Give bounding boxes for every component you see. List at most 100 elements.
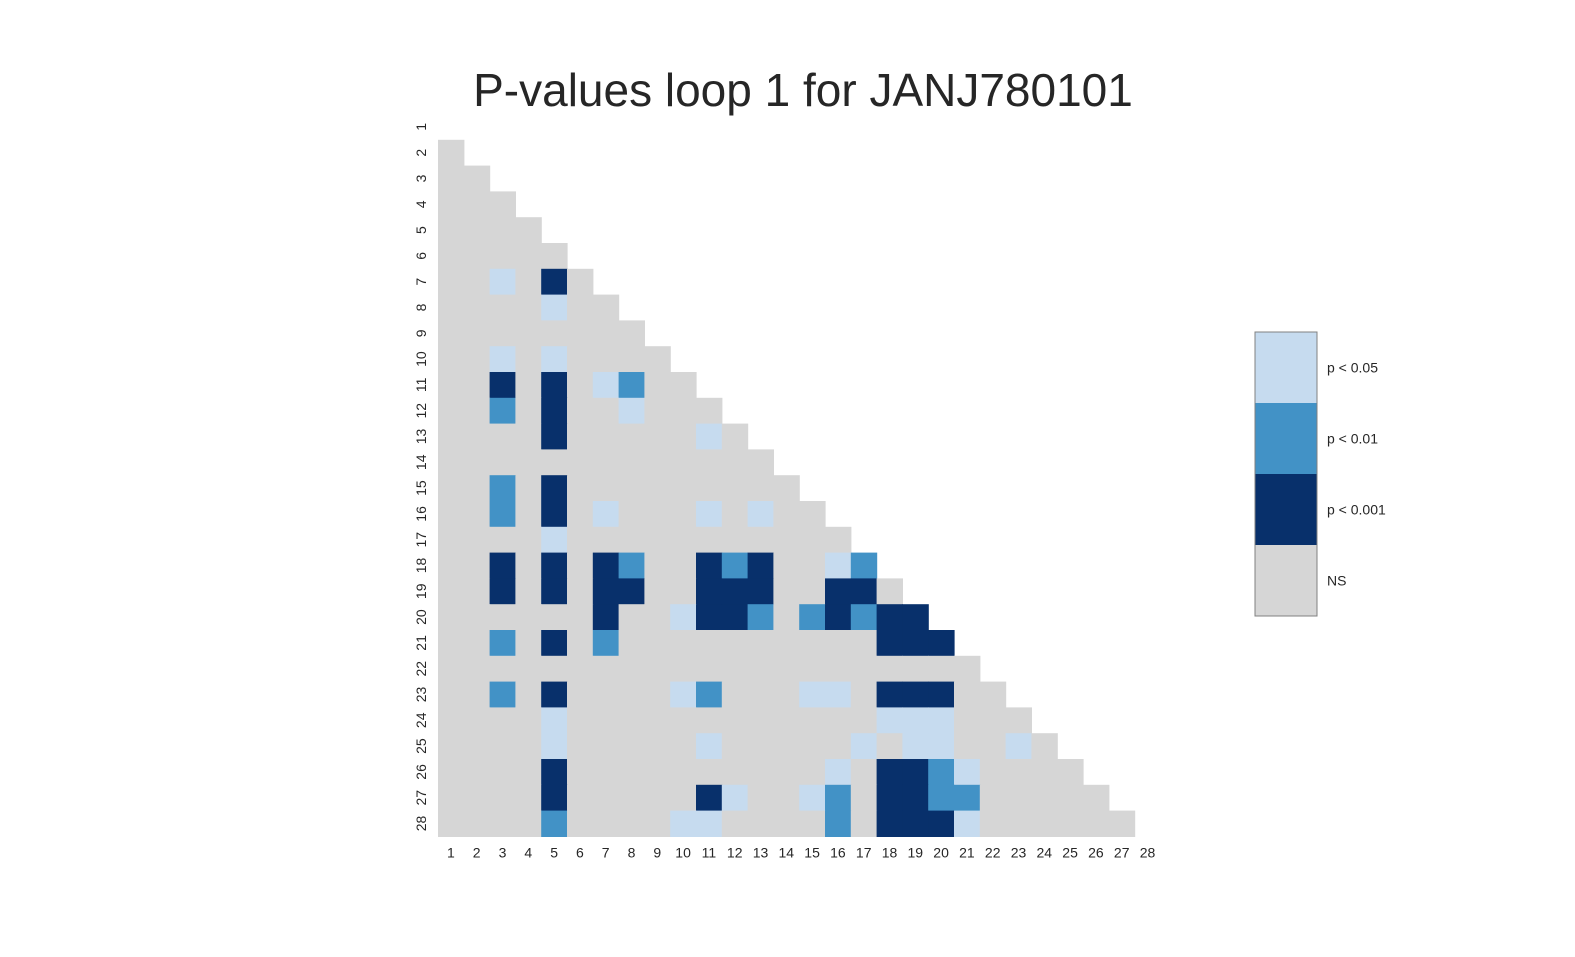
heatmap-cell-r19-c17	[850, 578, 878, 605]
heatmap-cell-r18-c5	[541, 552, 568, 579]
heatmap-cell-r16-c13	[747, 501, 774, 528]
heatmap-cell-r22-c20	[928, 655, 955, 683]
x-tick-label: 4	[524, 844, 532, 860]
heatmap-cell-r24-c4	[515, 707, 542, 734]
heatmap-cell-r20-c6	[567, 604, 594, 631]
heatmap-cell-r23-c18	[876, 681, 903, 708]
heatmap-cell-r7-c1	[438, 268, 465, 296]
heatmap-cell-r25-c8	[618, 733, 645, 760]
heatmap-cell-r10-c5	[541, 346, 568, 373]
heatmap-cell-r28-c14	[773, 810, 800, 837]
y-tick-label: 26	[413, 764, 429, 780]
heatmap-cell-r26-c13	[747, 759, 774, 786]
heatmap-cell-r18-c1	[438, 552, 465, 579]
heatmap-cell-r19-c5	[541, 578, 568, 605]
heatmap-cell-r27-c11	[696, 784, 723, 812]
x-tick-label: 21	[959, 844, 975, 860]
heatmap-cell-r22-c4	[515, 655, 542, 683]
heatmap-cell-r20-c14	[773, 604, 800, 631]
heatmap-cell-r14-c5	[541, 449, 568, 476]
x-tick-label: 9	[653, 844, 661, 860]
heatmap-cell-r24-c15	[799, 707, 826, 734]
heatmap-cell-r10-c4	[515, 346, 542, 373]
heatmap-cell-r19-c8	[618, 578, 645, 605]
heatmap-cell-r18-c6	[567, 552, 594, 579]
heatmap-cell-r21-c8	[618, 630, 645, 657]
y-tick-label: 27	[413, 790, 429, 806]
heatmap-cell-r19-c10	[670, 578, 697, 605]
heatmap-cell-r20-c18	[876, 604, 903, 631]
heatmap-cell-r12-c10	[670, 397, 697, 425]
y-tick-label: 1	[413, 123, 429, 131]
heatmap-cell-r17-c3	[489, 526, 516, 554]
heatmap-cell-r12-c6	[567, 397, 594, 425]
heatmap-cell-r13-c11	[696, 423, 723, 450]
heatmap-cell-r23-c1	[438, 681, 465, 708]
heatmap-cell-r18-c14	[773, 552, 800, 579]
heatmap-cell-r21-c6	[567, 630, 594, 657]
heatmap-cell-r21-c10	[670, 630, 697, 657]
heatmap-cell-r13-c6	[567, 423, 594, 450]
heatmap-cell-r23-c2	[463, 681, 491, 708]
heatmap-cell-r18-c16	[825, 552, 852, 579]
heatmap-cell-r11-c3	[489, 372, 516, 399]
heatmap-cell-r23-c10	[670, 681, 697, 708]
heatmap-cell-r27-c9	[644, 784, 671, 812]
heatmap-cell-r24-c23	[1005, 707, 1032, 734]
heatmap-cell-r13-c4	[515, 423, 542, 450]
x-tick-label: 8	[628, 844, 636, 860]
heatmap-cell-r5-c4	[515, 217, 542, 244]
heatmap-cell-r25-c19	[902, 733, 929, 760]
heatmap-cell-r25-c9	[644, 733, 671, 760]
heatmap-cell-r21-c13	[747, 630, 774, 657]
heatmap-cell-r27-c22	[979, 784, 1007, 812]
heatmap-cell-r26-c7	[592, 759, 620, 786]
heatmap-cell-r24-c6	[567, 707, 594, 734]
y-tick-label: 28	[413, 816, 429, 832]
x-tick-label: 26	[1088, 844, 1104, 860]
heatmap-cell-r20-c8	[618, 604, 645, 631]
heatmap-cell-r26-c2	[463, 759, 491, 786]
heatmap-cell-r7-c4	[515, 268, 542, 296]
heatmap-cell-r10-c6	[567, 346, 594, 373]
heatmap-cell-r24-c16	[825, 707, 852, 734]
heatmap-cell-r26-c3	[489, 759, 516, 786]
heatmap-cell-r27-c17	[850, 784, 878, 812]
x-tick-label: 20	[933, 844, 949, 860]
heatmap-cell-r25-c11	[696, 733, 723, 760]
heatmap-cell-r24-c5	[541, 707, 568, 734]
y-tick-label: 4	[413, 200, 429, 208]
heatmap-cell-r25-c15	[799, 733, 826, 760]
heatmap-cell-r7-c2	[463, 268, 491, 296]
x-tick-label: 18	[882, 844, 898, 860]
heatmap-cell-r24-c10	[670, 707, 697, 734]
heatmap-cell-r18-c8	[618, 552, 645, 579]
heatmap-cell-r24-c19	[902, 707, 929, 734]
heatmap-cell-r27-c14	[773, 784, 800, 812]
heatmap-cell-r28-c25	[1057, 810, 1084, 837]
y-tick-label: 21	[413, 635, 429, 651]
heatmap-cell-r20-c16	[825, 604, 852, 631]
heatmap-cell-r6-c4	[515, 243, 542, 270]
heatmap-cell-r28-c2	[463, 810, 491, 837]
heatmap-cell-r12-c3	[489, 397, 516, 425]
heatmap-cell-r8-c3	[489, 294, 516, 321]
heatmap-cell-r22-c17	[850, 655, 878, 683]
heatmap-cell-r21-c5	[541, 630, 568, 657]
heatmap-cell-r23-c13	[747, 681, 774, 708]
heatmap-cell-r17-c13	[747, 526, 774, 554]
heatmap-cell-r11-c2	[463, 372, 491, 399]
y-tick-label: 14	[413, 454, 429, 470]
heatmap-cell-r18-c12	[721, 552, 749, 579]
heatmap-cell-r28-c6	[567, 810, 594, 837]
heatmap-cell-r16-c1	[438, 501, 465, 528]
heatmap-cell-r26-c14	[773, 759, 800, 786]
heatmap-cell-r15-c8	[618, 475, 645, 502]
heatmap-cell-r8-c4	[515, 294, 542, 321]
heatmap-cell-r26-c16	[825, 759, 852, 786]
heatmap-cell-r28-c23	[1005, 810, 1032, 837]
heatmap-cell-r27-c6	[567, 784, 594, 812]
heatmap-cell-r23-c12	[721, 681, 749, 708]
heatmap-cell-r7-c3	[489, 268, 516, 296]
heatmap-cell-r23-c14	[773, 681, 800, 708]
